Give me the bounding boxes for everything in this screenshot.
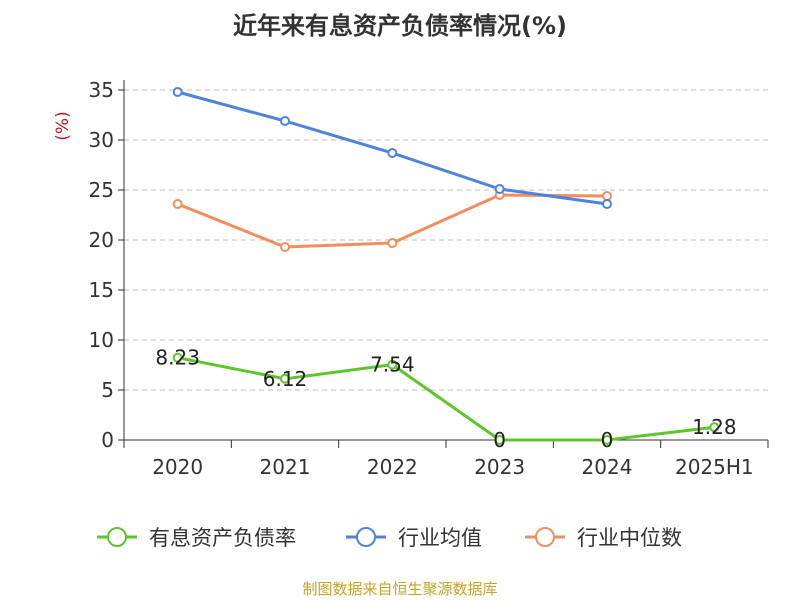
data-label: 0 xyxy=(601,428,614,452)
y-tick-label: 20 xyxy=(89,228,114,252)
data-point xyxy=(280,242,290,252)
y-axis-label: (%) xyxy=(53,111,73,140)
source-note: 制图数据来自恒生聚源数据库 xyxy=(302,580,498,598)
axes: 0 5 10 15 20 25 30 35 2020 2021 2022 2023 2024 2025H1… xyxy=(53,78,769,479)
y-tick-label: 30 xyxy=(89,128,114,152)
legend-label: 行业中位数 xyxy=(577,526,682,550)
data-point xyxy=(602,199,612,209)
legend-marker xyxy=(356,527,376,547)
x-tick-label: 2025H1 xyxy=(675,455,754,479)
series xyxy=(172,87,720,445)
legend-label: 行业均值 xyxy=(398,526,482,550)
y-tick-label: 25 xyxy=(89,178,114,202)
legend: 有息资产负债率 行业均值 行业中位数 xyxy=(97,526,682,550)
data-point xyxy=(280,373,290,384)
data-point xyxy=(387,148,398,158)
legend-marker xyxy=(535,527,555,547)
data-point xyxy=(602,191,612,201)
data-point xyxy=(494,435,505,445)
x-tick-label: 2021 xyxy=(260,455,311,479)
data-label: 7.54 xyxy=(370,353,415,377)
data-label: 6.12 xyxy=(263,367,308,391)
data-point xyxy=(709,422,720,433)
legend-label: 有息资产负债率 xyxy=(149,526,296,550)
data-point xyxy=(387,359,398,370)
data-label: 8.23 xyxy=(155,346,200,370)
y-tick-label: 35 xyxy=(89,78,114,102)
y-tick-label: 0 xyxy=(101,428,114,452)
data-point xyxy=(387,238,398,248)
data-point xyxy=(494,184,505,194)
legend-marker xyxy=(107,527,127,547)
data-labels: 8.23 6.12 7.54 0 0 1.28 xyxy=(155,346,736,452)
data-point xyxy=(280,116,290,126)
x-tick-label: 2022 xyxy=(367,455,418,479)
y-tick-label: 5 xyxy=(101,378,114,402)
data-point xyxy=(172,199,183,209)
data-point xyxy=(172,352,183,363)
x-tick-label: 2023 xyxy=(474,455,525,479)
data-point xyxy=(172,87,183,97)
x-tick-label: 2020 xyxy=(152,455,203,479)
data-label: 1.28 xyxy=(692,415,737,439)
series-line xyxy=(177,356,715,442)
data-point xyxy=(602,435,612,445)
y-tick-label: 10 xyxy=(89,328,114,352)
gridlines xyxy=(124,89,768,391)
data-label: 0 xyxy=(493,428,506,452)
x-tick-label: 2024 xyxy=(582,455,633,479)
y-tick-label: 15 xyxy=(89,278,114,302)
chart-title: 近年来有息资产负债率情况(%) xyxy=(233,12,567,40)
